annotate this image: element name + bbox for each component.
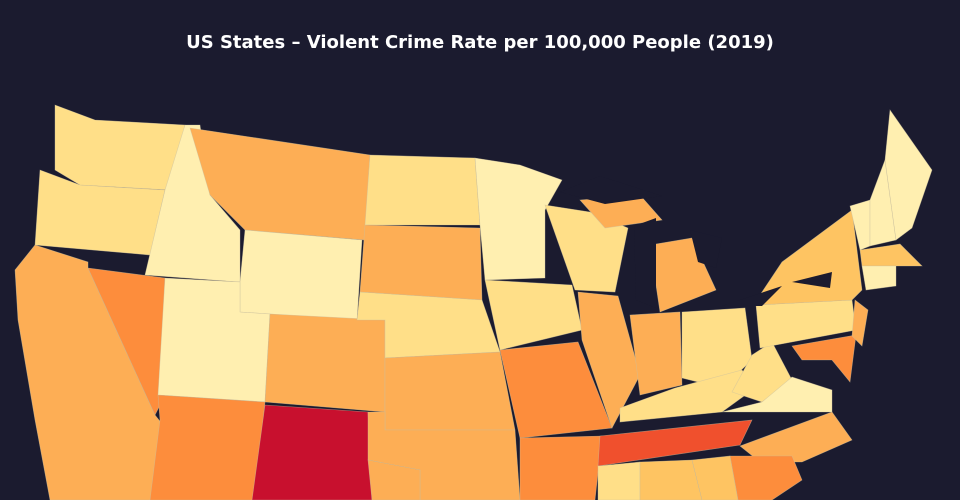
lake (634, 218, 656, 308)
state-region (149, 394, 266, 500)
state-region (364, 154, 481, 226)
state-region (629, 311, 683, 396)
state-region (384, 351, 516, 431)
state-region (264, 313, 386, 413)
state-region (239, 229, 363, 321)
state-region (639, 459, 703, 500)
state-region (859, 243, 923, 267)
state-region (884, 109, 933, 241)
state-layer (14, 104, 933, 500)
state-region (851, 299, 869, 347)
state-region (597, 419, 753, 467)
lake (560, 176, 662, 204)
state-region (14, 244, 176, 500)
state-region (577, 291, 641, 429)
state-region (691, 455, 739, 500)
state-region (519, 435, 603, 500)
state-region (597, 461, 641, 500)
state-region (474, 157, 563, 281)
lake-layer (560, 176, 832, 308)
state-region (791, 334, 857, 383)
state-region (721, 376, 833, 413)
state-region (367, 459, 421, 500)
state-region (359, 224, 483, 301)
lake (690, 230, 722, 268)
lake (792, 272, 832, 288)
lake (722, 286, 782, 306)
state-region (251, 404, 373, 500)
chart-title: US States – Violent Crime Rate per 100,0… (186, 32, 774, 53)
state-region (861, 265, 897, 291)
